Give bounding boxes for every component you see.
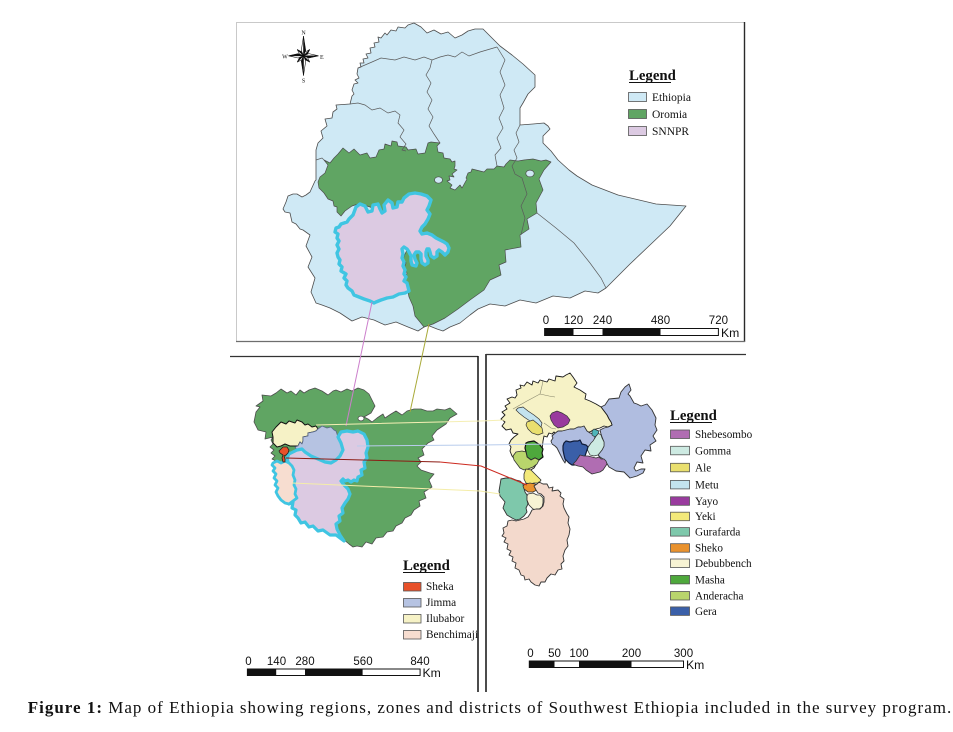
svg-text:Debubbench: Debubbench [695,558,752,570]
svg-text:Yayo: Yayo [695,496,719,508]
svg-text:Gomma: Gomma [695,445,731,457]
svg-text:Km: Km [686,658,704,672]
svg-text:Jimma: Jimma [426,597,456,609]
svg-text:Km: Km [721,326,739,340]
svg-text:Shebesombo: Shebesombo [695,429,753,441]
svg-text:Ilubabor: Ilubabor [426,613,465,625]
svg-text:Oromia: Oromia [652,109,687,121]
svg-text:Masha: Masha [695,574,725,586]
svg-text:Legend: Legend [629,68,677,84]
svg-text:Legend: Legend [670,408,718,424]
svg-text:Legend: Legend [403,558,451,574]
svg-text:280: 280 [295,656,314,668]
svg-text:0: 0 [543,315,549,327]
svg-text:Sheko: Sheko [695,543,723,555]
svg-text:560: 560 [353,656,372,668]
svg-text:Ethiopia: Ethiopia [652,92,691,104]
svg-text:SNNPR: SNNPR [652,126,689,138]
svg-text:Anderacha: Anderacha [695,591,743,603]
svg-text:140: 140 [267,656,286,668]
svg-text:Sheka: Sheka [426,581,454,593]
svg-text:Gera: Gera [695,606,717,618]
svg-text:S: S [302,78,305,84]
svg-text:Yeki: Yeki [695,511,716,523]
svg-text:W: W [282,54,288,60]
svg-text:720: 720 [709,315,728,327]
svg-text:0: 0 [527,648,533,660]
svg-text:0: 0 [245,656,251,668]
svg-text:50: 50 [548,648,561,660]
svg-text:E: E [320,55,324,61]
svg-text:100: 100 [569,648,588,660]
svg-text:Ale: Ale [695,462,711,474]
svg-text:Gurafarda: Gurafarda [695,527,740,539]
svg-text:200: 200 [622,648,641,660]
svg-text:Km: Km [423,666,441,680]
svg-text:N: N [301,30,306,36]
svg-text:240: 240 [593,315,612,327]
svg-text:840: 840 [410,656,429,668]
svg-text:480: 480 [651,315,670,327]
svg-text:120: 120 [564,315,583,327]
svg-text:300: 300 [674,648,693,660]
svg-text:Benchimaji: Benchimaji [426,629,478,641]
svg-text:Metu: Metu [695,479,719,491]
svg-text:Figure 1: Map of Ethiopia show: Figure 1: Map of Ethiopia showing region… [28,698,952,717]
